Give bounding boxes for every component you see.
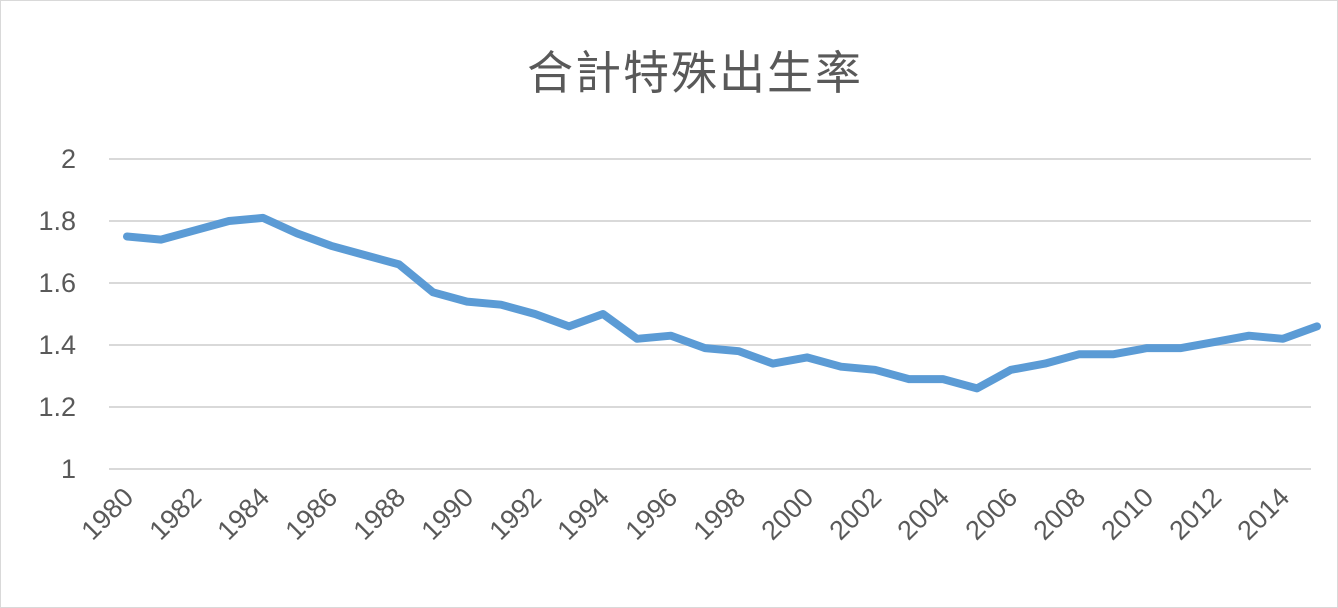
x-tick-label: 2010 (1096, 482, 1160, 546)
x-tick-label: 1992 (484, 482, 548, 546)
x-tick-label: 1980 (76, 482, 140, 546)
y-tick-label: 1 (61, 454, 76, 484)
x-tick-label: 2012 (1164, 482, 1228, 546)
x-tick-label: 1998 (688, 482, 752, 546)
x-tick-label: 1994 (552, 482, 616, 546)
x-axis-ticks: 1980 1982 1984 1986 1988 1990 1992 1994 1996 1998… (76, 482, 1296, 546)
x-tick-label: 1984 (212, 482, 276, 546)
x-tick-label: 1988 (348, 482, 412, 546)
series-layer (123, 213, 1321, 393)
series-line (123, 213, 1321, 393)
y-axis-ticks: 1 1.2 1.4 1.6 1.8 2 (38, 144, 76, 484)
x-tick-label: 2004 (892, 482, 956, 546)
chart-title: 合計特殊出生率 (527, 46, 863, 100)
x-tick-label: 2006 (960, 482, 1024, 546)
x-tick-label: 1982 (144, 482, 208, 546)
x-tick-label: 2000 (756, 482, 820, 546)
x-tick-label: 1986 (280, 482, 344, 546)
y-tick-label: 1.4 (38, 330, 76, 360)
x-tick-label: 2008 (1028, 482, 1092, 546)
y-tick-label: 2 (61, 144, 76, 174)
x-tick-label: 1990 (416, 482, 480, 546)
x-tick-label: 2002 (824, 482, 888, 546)
x-tick-label: 1996 (620, 482, 684, 546)
y-tick-label: 1.2 (38, 392, 76, 422)
y-tick-label: 1.6 (38, 268, 76, 298)
y-tick-label: 1.8 (38, 206, 76, 236)
gridlines (109, 158, 1311, 470)
x-tick-label: 2014 (1232, 482, 1296, 546)
